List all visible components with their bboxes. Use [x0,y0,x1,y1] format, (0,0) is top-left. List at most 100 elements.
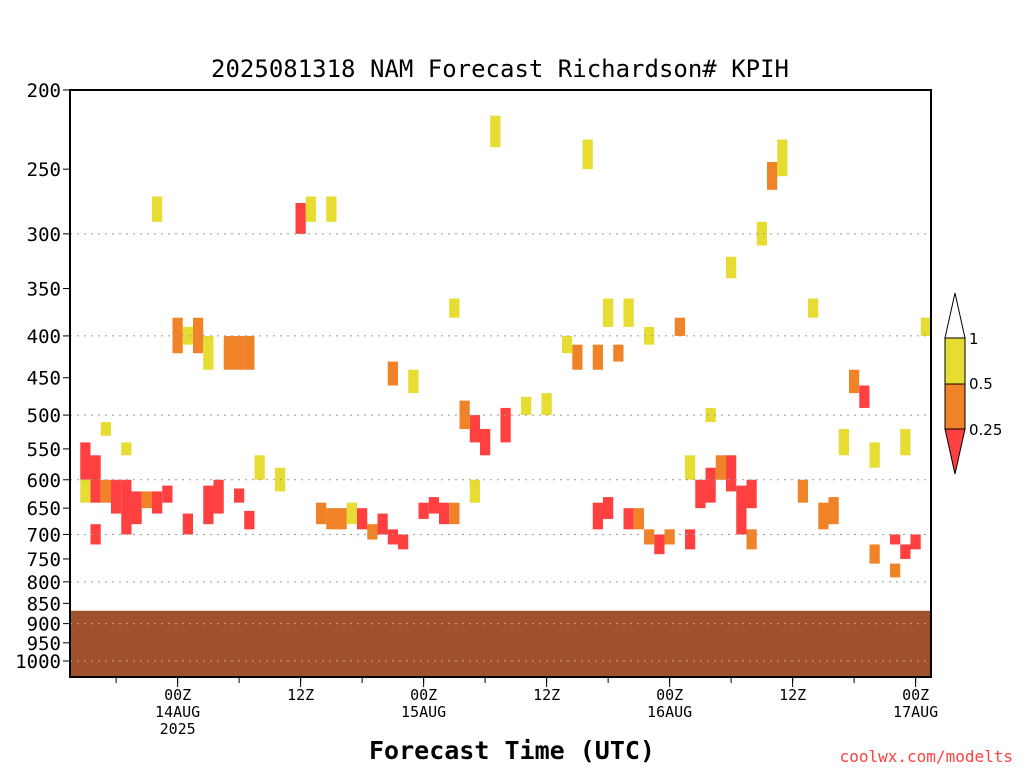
x-tick-label: 14AUG [155,703,200,721]
ri-cell-yellow [521,396,532,416]
ri-cell-red [131,491,142,525]
ri-cell-red [726,455,737,492]
ri-cell-red [592,502,603,530]
ri-cell-orange [674,317,685,336]
y-tick-label: 600 [27,470,61,492]
ri-cell-red [182,513,193,535]
ri-cell-red [377,513,388,535]
y-tick-label: 850 [27,593,61,615]
ri-cell-red [685,529,696,550]
ri-cell-yellow [449,298,460,318]
ri-cell-red [90,455,101,503]
ri-cell-red [705,467,716,503]
ri-cell-orange [367,524,378,540]
ri-cell-yellow [203,335,214,370]
x-tick-label: 16AUG [647,703,692,721]
ri-cell-yellow [726,256,737,279]
ri-cell-red [80,442,91,480]
y-tick-label: 200 [27,80,61,102]
ri-cell-orange [193,317,204,354]
ri-cell-orange [223,335,234,370]
colorbar-bin-yellow [944,337,966,385]
colorbar-top-arrow [944,292,966,339]
ri-cell-red [480,428,491,456]
ri-cell-orange [746,529,757,550]
ri-cell-orange [633,508,644,530]
ri-cell-red [121,479,132,535]
ri-cell-red [244,510,255,530]
ri-cell-yellow [254,455,265,480]
x-tick-label: 00Z [902,686,929,704]
ri-cell-yellow [582,139,593,170]
ri-cell-yellow [469,479,480,503]
ri-cell-red [931,468,941,480]
ri-cell-red [234,488,245,503]
ri-cell-orange [244,335,255,370]
ri-cell-orange [613,344,624,362]
ri-cell-red [603,497,614,519]
colorbar-bin-orange [944,383,966,430]
ri-cell-yellow [838,428,849,456]
ri-cell-yellow [305,196,316,222]
ri-cell-orange [890,563,901,578]
y-axis: 200 250 300 350 400 450 500 550 600 650 700 7508008… [15,80,70,673]
ri-cell-orange [818,502,829,530]
ri-cell-orange [326,508,337,530]
ri-cell-red [428,497,439,514]
x-tick-label: 00Z [410,686,437,704]
y-tick-label: 250 [27,159,61,181]
x-tick-label: 2025 [160,720,196,738]
ri-cell-orange [849,369,860,394]
ri-cell-yellow [121,442,132,456]
ri-cell-yellow [900,428,911,456]
ri-cell-yellow [623,298,634,327]
ri-cell-red [418,502,429,519]
ri-cell-red [469,415,480,443]
colorbar-label-0.25: 0.25 [969,421,1002,439]
ri-cell-orange [141,491,152,509]
ri-cell-orange [572,344,583,370]
chart-title: 2025081318 NAM Forecast Richardson# KPIH [211,55,789,83]
ri-cell-red [213,479,224,514]
ri-cell-yellow [777,139,788,177]
ri-cell-orange [715,455,726,480]
ri-cell-yellow [80,479,91,503]
ri-cell-red [900,544,911,559]
ri-cell-yellow [408,369,419,394]
x-tick-label: 12Z [779,686,806,704]
x-axis-label: Forecast Time (UTC) [369,736,655,765]
ri-cell-red [357,508,368,530]
colorbar-label-1: 1 [969,330,979,348]
ri-cell-orange [387,361,398,386]
ri-cell-yellow [152,196,163,222]
ri-cell-orange [869,544,880,564]
grid-layer [70,233,931,662]
ri-cell-orange [797,479,808,503]
ri-cell-red [152,491,163,514]
ri-cell-orange [644,529,655,545]
ri-cell-orange [459,400,470,429]
ri-cell-red [736,485,747,535]
ri-cell-red [623,508,634,530]
y-tick-label: 400 [27,326,61,348]
x-tick-label: 12Z [287,686,314,704]
x-tick-label: 00Z [656,686,683,704]
ri-cell-orange [767,161,778,190]
ground-layer [70,610,931,677]
ri-cell-red [398,534,409,550]
ground-fill [70,610,931,677]
ri-cell-yellow [808,298,819,318]
ri-cell-orange [664,529,675,545]
ri-cell-yellow [490,115,501,148]
ri-cell-yellow [869,442,880,468]
y-tick-label: 950 [27,633,61,655]
y-tick-label: 900 [27,614,61,636]
ri-cell-red [746,479,757,509]
ri-cell-red [500,407,511,443]
ri-cell-yellow [603,298,614,327]
ri-cell-yellow [644,326,655,345]
ri-cell-orange [172,317,183,354]
y-tick-label: 1000 [15,651,61,673]
